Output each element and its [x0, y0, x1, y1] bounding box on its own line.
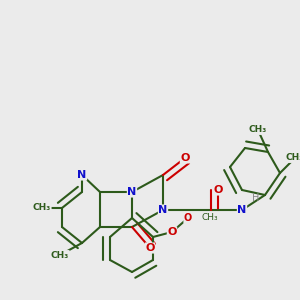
Text: O: O — [145, 243, 155, 253]
Text: CH₃: CH₃ — [202, 214, 218, 223]
Text: H: H — [252, 193, 259, 203]
Text: CH₃: CH₃ — [286, 154, 300, 163]
Text: CH₃: CH₃ — [51, 250, 69, 260]
Text: O: O — [167, 227, 177, 237]
Text: N: N — [77, 170, 87, 180]
Text: CH₃: CH₃ — [249, 125, 267, 134]
Text: O: O — [213, 185, 223, 195]
Text: N: N — [128, 187, 136, 197]
Text: N: N — [158, 205, 168, 215]
Text: O: O — [184, 213, 192, 223]
Text: N: N — [237, 205, 247, 215]
Text: O: O — [180, 153, 190, 163]
Text: CH₃: CH₃ — [33, 203, 51, 212]
